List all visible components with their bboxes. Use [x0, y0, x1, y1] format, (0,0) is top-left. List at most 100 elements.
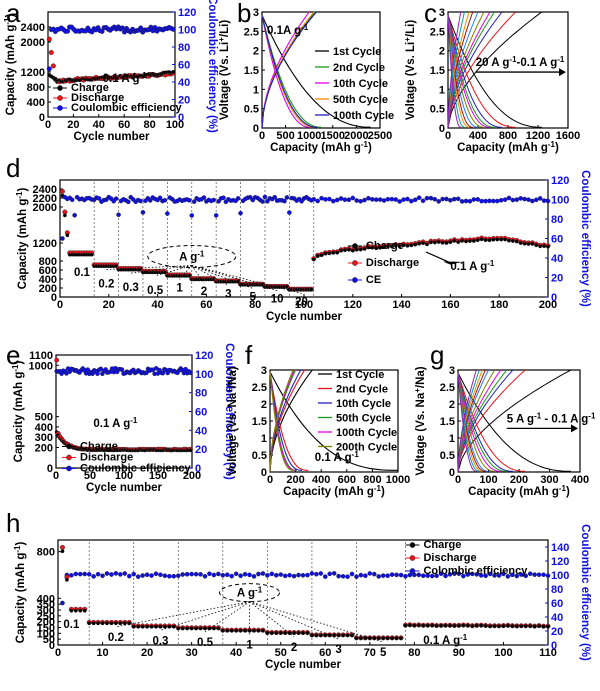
y-tick-label: 350	[37, 599, 55, 611]
x-tick-label: 200	[183, 470, 201, 482]
ce-point	[158, 572, 163, 578]
y-tick-label: 1100	[29, 350, 53, 362]
charge-point	[428, 240, 433, 245]
discharge-curve	[447, 14, 516, 128]
y-tick-label: 2	[253, 46, 259, 58]
charge-point	[216, 626, 221, 631]
legend-marker	[57, 85, 63, 91]
charge-point	[499, 237, 504, 242]
ce-point	[272, 194, 278, 200]
ce-point	[514, 197, 520, 202]
legend-marker	[409, 568, 416, 574]
charge-point	[358, 247, 363, 252]
legend-entry: Discharge	[366, 257, 419, 269]
fan-line	[160, 601, 250, 631]
ce-point	[73, 571, 79, 577]
ce-point	[60, 600, 65, 606]
discharge-curve	[261, 14, 371, 128]
charge-point	[318, 633, 323, 638]
charge-point	[362, 247, 367, 251]
x-axis-title: Cycle number	[266, 311, 343, 323]
ce-point	[86, 572, 92, 577]
charge-point	[408, 623, 412, 628]
fan-line	[155, 265, 192, 277]
y-tick-label: 2400	[33, 184, 57, 196]
ce-point	[381, 198, 387, 203]
x-tick-label: 0	[45, 119, 51, 131]
ce-point	[416, 195, 422, 201]
y-tick-label: 200	[39, 283, 57, 295]
y2-tick-label: 120	[195, 350, 213, 362]
y2-tick-label: 100	[551, 570, 569, 582]
rate-label: 0.2	[98, 279, 114, 291]
ce-point	[444, 196, 449, 202]
y2-tick-label: 100	[551, 195, 569, 207]
ce-point	[95, 371, 100, 376]
ce-point	[247, 572, 252, 578]
x-tick-label: 100	[115, 470, 133, 482]
ce-point	[345, 574, 350, 579]
ce-point	[518, 572, 524, 577]
x-tick-label: 40	[93, 119, 105, 131]
ce-point	[77, 571, 83, 577]
charge-point	[421, 241, 425, 245]
charge-point	[378, 245, 383, 250]
y2-tick-label: 20	[195, 444, 207, 456]
ce-point	[207, 571, 212, 577]
legend-entry: Coulombic efficiency	[80, 462, 192, 474]
rate-label: 0.1	[63, 619, 80, 631]
charge-point	[439, 623, 443, 628]
fan-line	[179, 265, 193, 280]
ce-point	[479, 198, 484, 204]
charge-point	[350, 633, 354, 638]
ce-point	[238, 573, 243, 579]
ce-point	[273, 572, 279, 578]
legend-entry: 100th Cycle	[336, 427, 397, 439]
ce-point	[425, 573, 431, 578]
charge-point	[376, 636, 381, 641]
ce-point	[447, 572, 453, 577]
x-tick-label: 1200	[526, 130, 550, 142]
y-tick-label: 2.5	[430, 26, 445, 38]
discharge-curve	[447, 15, 469, 128]
legend-marker	[352, 243, 358, 249]
current-ellipse	[147, 245, 237, 268]
charge-point	[491, 237, 496, 242]
ce-point	[171, 573, 177, 579]
charge-point	[421, 623, 426, 628]
ce-point	[165, 211, 170, 216]
charge-point	[163, 624, 167, 629]
y-axis-title: Capacity (mAh g-1​)	[15, 187, 29, 289]
ce-point	[440, 196, 445, 202]
plot-frame	[447, 11, 569, 129]
charge-point	[440, 240, 445, 245]
charge-point	[69, 608, 74, 613]
charge-point	[292, 631, 296, 635]
charge-point	[528, 624, 533, 628]
y-axis-title: Voltage (Vs. Na+​/Na)	[225, 366, 239, 475]
legend-entry: Charge	[80, 440, 118, 452]
discharge-curve	[269, 371, 309, 471]
charge-point	[452, 623, 457, 628]
y-tick-label: 500	[35, 412, 53, 424]
y-tick-label: 1.5	[440, 416, 455, 428]
ce-point	[224, 572, 230, 578]
x-tick-label: 200	[286, 474, 304, 486]
charge-point	[464, 239, 468, 244]
panel-e: 0 50 100 150 2000200300400500100011000204060…	[6, 340, 235, 494]
ce-point	[167, 573, 172, 579]
ce-point	[305, 572, 310, 578]
legend-marker	[409, 542, 416, 548]
ce-point	[82, 571, 88, 577]
ce-point	[380, 573, 386, 578]
ce-point	[113, 196, 119, 201]
ce-point	[109, 572, 114, 577]
x-tick-label: 0	[445, 130, 451, 142]
y-tick-label: 0	[439, 123, 445, 135]
panel-label: f	[245, 340, 253, 370]
ce-point	[465, 572, 471, 577]
ce-point	[153, 571, 159, 577]
charge-point	[381, 636, 386, 641]
ce-point	[170, 26, 176, 32]
ce-point	[140, 210, 146, 215]
